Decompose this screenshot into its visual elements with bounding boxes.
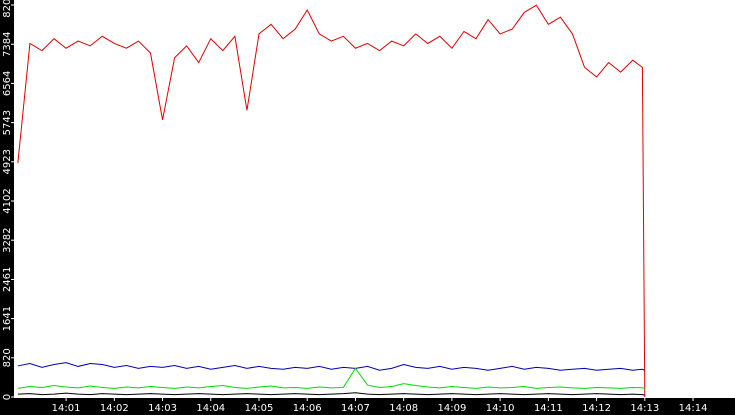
y-tick-label: 8205 bbox=[2, 0, 13, 18]
x-tick-label: 14:14 bbox=[679, 403, 708, 414]
x-tick-label: 14:08 bbox=[389, 403, 418, 414]
x-tick-label: 14:07 bbox=[341, 403, 370, 414]
x-tick-label: 14:03 bbox=[148, 403, 177, 414]
y-tick-label: 0 bbox=[2, 394, 13, 400]
series-line bbox=[17, 362, 645, 371]
y-tick-label: 820 bbox=[2, 348, 13, 367]
series-line bbox=[17, 392, 645, 396]
series-line bbox=[17, 4, 646, 398]
y-tick-label: 1641 bbox=[2, 306, 13, 331]
x-tick-label: 14:12 bbox=[582, 403, 611, 414]
x-tick-label: 14:09 bbox=[437, 403, 466, 414]
y-tick-label: 5743 bbox=[2, 110, 13, 135]
y-tick-label: 3282 bbox=[2, 227, 13, 252]
x-tick-label: 14:02 bbox=[100, 403, 129, 414]
y-tick-label: 2461 bbox=[2, 267, 13, 292]
y-tick-label: 7384 bbox=[2, 31, 13, 56]
x-tick-label: 14:04 bbox=[196, 403, 225, 414]
y-tick-label: 6564 bbox=[2, 71, 13, 96]
x-tick-label: 14:11 bbox=[534, 403, 563, 414]
y-axis-band bbox=[0, 0, 14, 415]
x-tick-label: 14:13 bbox=[630, 403, 659, 414]
x-tick-label: 14:10 bbox=[486, 403, 515, 414]
x-axis-band bbox=[0, 398, 735, 415]
x-tick-label: 14:05 bbox=[245, 403, 274, 414]
y-tick-label: 4923 bbox=[2, 149, 13, 174]
y-tick-label: 4102 bbox=[2, 188, 13, 213]
series-line bbox=[17, 367, 645, 389]
x-tick-label: 14:06 bbox=[293, 403, 322, 414]
x-tick-label: 14:01 bbox=[52, 403, 81, 414]
